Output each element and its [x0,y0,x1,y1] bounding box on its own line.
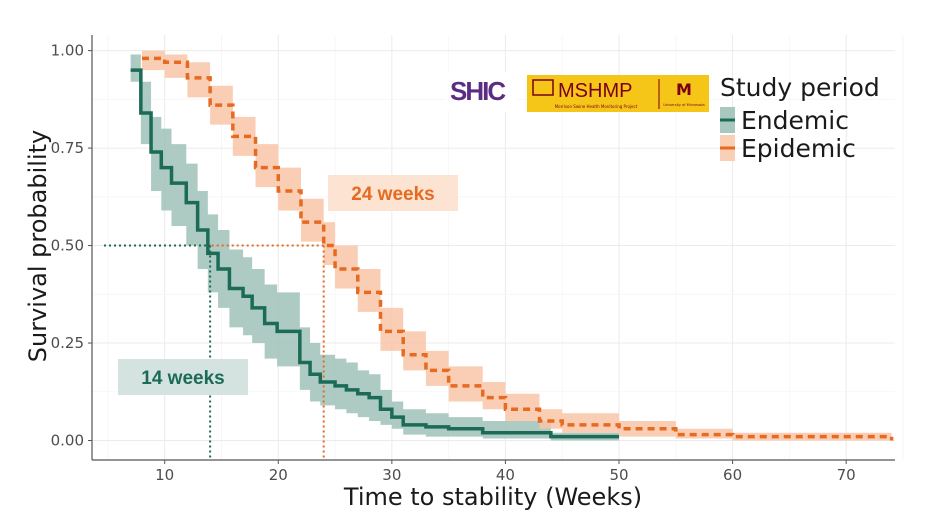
svg-text:Morrison Swine Health Monitori: Morrison Swine Health Monitoring Project [555,104,638,109]
x-tick-label: 30 [382,466,401,484]
legend-title: Study period [720,73,880,102]
annotation-endemic-median: 14 weeks [118,359,248,395]
y-tick-label: 1.00 [51,42,84,60]
x-tick-label: 10 [155,466,174,484]
confidence-bands [130,50,892,441]
x-tick-label: 70 [837,466,856,484]
y-tick-label: 0.00 [51,432,84,450]
shic-logo: SHIC [446,72,516,112]
annotation-epidemic-median: 24 weeks [328,175,458,211]
monitor-icon [532,79,554,96]
band-endemic [130,54,620,441]
survival-curves [130,56,894,441]
svg-text:Endemic: Endemic [741,106,849,135]
x-tick-label: 40 [496,466,515,484]
y-tick-label: 0.75 [51,139,84,157]
svg-text:Epidemic: Epidemic [741,134,856,163]
mshmp-logo: MSHMP Morrison Swine Health Monitoring P… [527,75,709,112]
x-tick-label: 20 [269,466,288,484]
tick-labels: 10 20 30 40 50 60 70 0.00 0.25 0.50 0.75 1.00 [51,42,856,484]
svg-text:MSHMP: MSHMP [558,80,632,102]
x-tick-label: 50 [609,466,628,484]
median-lines [104,244,325,460]
y-tick-label: 0.25 [51,334,84,352]
y-tick-label: 0.50 [51,237,84,255]
x-axis-title: Time to stability (Weeks) [343,483,642,511]
legend: Study period Endemic Epidemic [720,73,880,163]
annotation-endemic-label: 14 weeks [141,368,224,389]
svg-text:University of Minnesota: University of Minnesota [663,103,704,107]
svg-text:SHIC: SHIC [450,76,506,106]
curve-epidemic [141,56,894,441]
curve-endemic [130,68,620,439]
x-tick-label: 60 [723,466,742,484]
legend-item-endemic: Endemic [720,106,849,135]
band-epidemic [141,50,892,441]
university-m-logo: M [676,80,692,99]
annotation-epidemic-label: 24 weeks [351,184,434,205]
axes [88,35,895,464]
y-axis-title: Survival probability [24,130,52,362]
legend-item-epidemic: Epidemic [720,134,856,163]
